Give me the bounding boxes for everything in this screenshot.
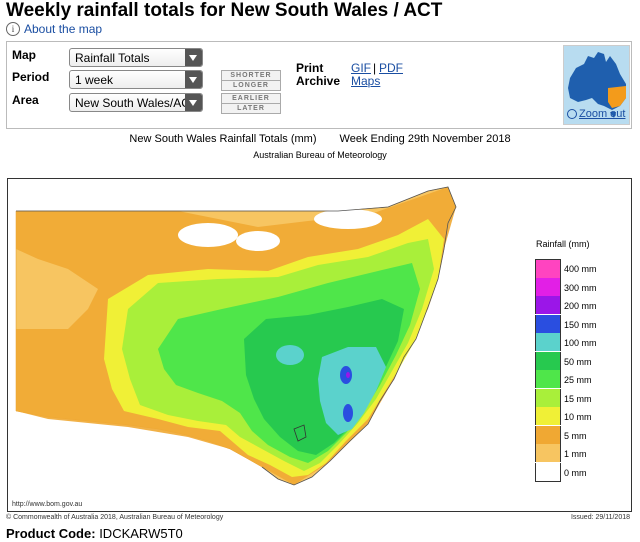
- source-url: http://www.bom.gov.au: [12, 501, 83, 508]
- period-select[interactable]: 1 week: [69, 70, 203, 89]
- issued-date: Issued: 29/11/2018: [570, 514, 630, 521]
- legend-swatch: [535, 351, 561, 370]
- area-select-value: New South Wales/ACT: [75, 96, 198, 110]
- act-border: [293, 424, 307, 442]
- legend-label: 200 mm: [564, 301, 597, 311]
- period-select-value: 1 week: [75, 73, 114, 87]
- rainfall-region-100mm: [318, 347, 386, 435]
- link-separator: |: [373, 61, 377, 75]
- legend-swatch: [535, 296, 561, 314]
- product-code: Product Code: IDCKARW5T0: [6, 526, 183, 541]
- legend-label: 400 mm: [564, 264, 597, 274]
- product-code-value: IDCKARW5T0: [99, 526, 183, 541]
- legend-label: 10 mm: [564, 412, 592, 422]
- legend-label: 1 mm: [564, 449, 587, 459]
- dry-patch-2: [236, 231, 280, 251]
- magnifier-icon: [567, 109, 577, 119]
- info-icon: i: [6, 22, 20, 36]
- map-subtitle: Australian Bureau of Meteorology: [253, 150, 387, 160]
- legend-label: 25 mm: [564, 375, 592, 385]
- chevron-down-icon: [185, 94, 202, 111]
- map-select-value: Rainfall Totals: [75, 51, 150, 65]
- page-title: Weekly rainfall totals for New South Wal…: [6, 0, 443, 21]
- map-label: Map: [12, 48, 36, 62]
- product-code-label: Product Code:: [6, 526, 96, 541]
- copyright-text: © Commonwealth of Australia 2018, Austra…: [6, 514, 224, 521]
- legend-label: 15 mm: [564, 393, 592, 404]
- dry-patch-3: [314, 209, 382, 229]
- legend-swatch: [535, 314, 561, 333]
- legend-label: 50 mm: [564, 356, 592, 367]
- legend-label: 0 mm: [564, 467, 587, 478]
- print-label: Print: [296, 61, 324, 75]
- legend-swatch: [535, 462, 561, 482]
- legend-title: Rainfall (mm): [536, 239, 590, 249]
- rainfall-map: Rainfall (mm) 400 mm 300 mm 200 mm 150 mm 10…: [7, 178, 632, 512]
- legend-swatch: [535, 259, 561, 278]
- area-label: Area: [12, 93, 39, 107]
- archive-label: Archive: [296, 74, 341, 88]
- later-button[interactable]: LATER: [221, 103, 281, 114]
- dry-patch-1: [178, 223, 238, 247]
- rainfall-region-100mm-b: [276, 345, 304, 365]
- zoom-out-label: Zoom out: [579, 108, 626, 120]
- legend-label: 150 mm: [564, 319, 597, 330]
- map-select[interactable]: Rainfall Totals: [69, 48, 203, 67]
- about-map-label: About the map: [24, 22, 103, 36]
- rainfall-region-200mm: [346, 372, 350, 378]
- legend-swatch: [535, 444, 561, 462]
- legend-label: 100 mm: [564, 338, 597, 348]
- period-label: Period: [12, 70, 50, 84]
- chevron-down-icon: [185, 49, 202, 66]
- state-border: [16, 186, 457, 486]
- legend-label: 5 mm: [564, 430, 587, 441]
- chevron-down-icon: [185, 71, 202, 88]
- rainfall-region-150mm-b: [343, 404, 353, 422]
- australia-icon: [568, 52, 626, 118]
- australia-locator-map[interactable]: [563, 45, 630, 125]
- legend-swatch: [535, 277, 561, 296]
- legend-swatch: [535, 425, 561, 444]
- zoom-out-link[interactable]: Zoom out: [567, 108, 625, 120]
- legend-label: 300 mm: [564, 282, 597, 293]
- map-title-left: New South Wales Rainfall Totals (mm): [129, 133, 317, 145]
- longer-button[interactable]: LONGER: [221, 80, 281, 91]
- legend-swatch: [535, 370, 561, 388]
- map-title: New South Wales Rainfall Totals (mm) Wee…: [0, 133, 640, 145]
- area-select[interactable]: New South Wales/ACT: [69, 93, 203, 112]
- pdf-link[interactable]: PDF: [379, 61, 403, 75]
- map-controls-panel: Map Period Area Rainfall Totals 1 week N…: [6, 41, 632, 129]
- rainfall-contour-map: [15, 186, 457, 486]
- about-map-link[interactable]: i About the map: [6, 22, 102, 36]
- gif-link[interactable]: GIF: [351, 61, 371, 75]
- legend-swatch: [535, 333, 561, 351]
- legend-swatch: [535, 407, 561, 425]
- archive-maps-link[interactable]: Maps: [351, 74, 381, 88]
- legend-swatch: [535, 388, 561, 407]
- map-title-right: Week Ending 29th November 2018: [339, 133, 511, 145]
